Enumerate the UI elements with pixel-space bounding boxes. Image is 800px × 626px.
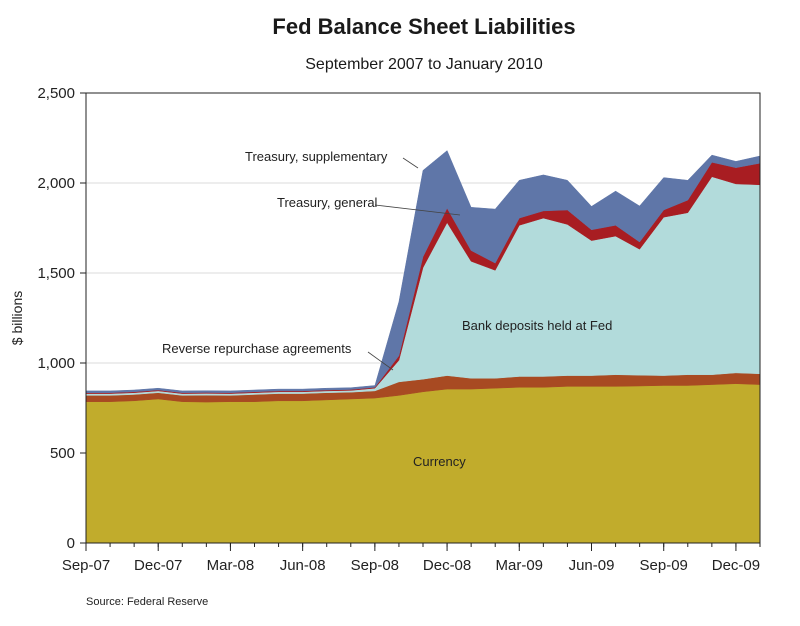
axes: 0 500 1,000 1,500 2,000 2,500 Sep-07 Dec-07 Mar-… xyxy=(37,85,761,574)
stacked-areas xyxy=(85,150,761,544)
x-tick-label: Sep-07 xyxy=(62,557,110,574)
y-tick-label: 2,500 xyxy=(37,85,75,102)
annotations: Treasury, supplementary Treasury, genera… xyxy=(162,149,612,469)
x-tick-label: Dec-09 xyxy=(712,557,760,574)
annotation-reverse-repurchase-agreements: Reverse repurchase agreements xyxy=(162,341,352,356)
annotation-leader-treasury-supplementary xyxy=(402,157,419,169)
x-tick-label: Sep-09 xyxy=(640,557,688,574)
source-note: Source: Federal Reserve xyxy=(86,596,209,608)
x-tick-label: Mar-08 xyxy=(207,557,255,574)
x-tick-label: Dec-08 xyxy=(423,557,471,574)
chart-subtitle: September 2007 to January 2010 xyxy=(305,56,543,73)
x-tick-label: Sep-08 xyxy=(351,557,399,574)
annotation-treasury-supplementary: Treasury, supplementary xyxy=(245,149,388,164)
chart-title: Fed Balance Sheet Liabilities xyxy=(272,14,576,39)
annotation-bank-deposits: Bank deposits held at Fed xyxy=(462,318,612,333)
y-tick-label: 500 xyxy=(50,445,75,462)
y-tick-label: 1,000 xyxy=(37,355,75,372)
annotation-currency: Currency xyxy=(413,454,466,469)
y-tick-label: 1,500 xyxy=(37,265,75,282)
annotation-leader-reverse-repo xyxy=(367,351,394,371)
x-tick-label: Dec-07 xyxy=(134,557,182,574)
x-tick-label: Jun-08 xyxy=(280,557,326,574)
annotation-leader-treasury-general xyxy=(374,204,461,216)
y-tick-label: 0 xyxy=(67,535,75,552)
x-tick-label: Jun-09 xyxy=(569,557,615,574)
y-axis-label: $ billions xyxy=(9,291,25,345)
y-tick-label: 2,000 xyxy=(37,175,75,192)
annotation-treasury-general: Treasury, general xyxy=(277,195,378,210)
x-tick-label: Mar-09 xyxy=(496,557,544,574)
